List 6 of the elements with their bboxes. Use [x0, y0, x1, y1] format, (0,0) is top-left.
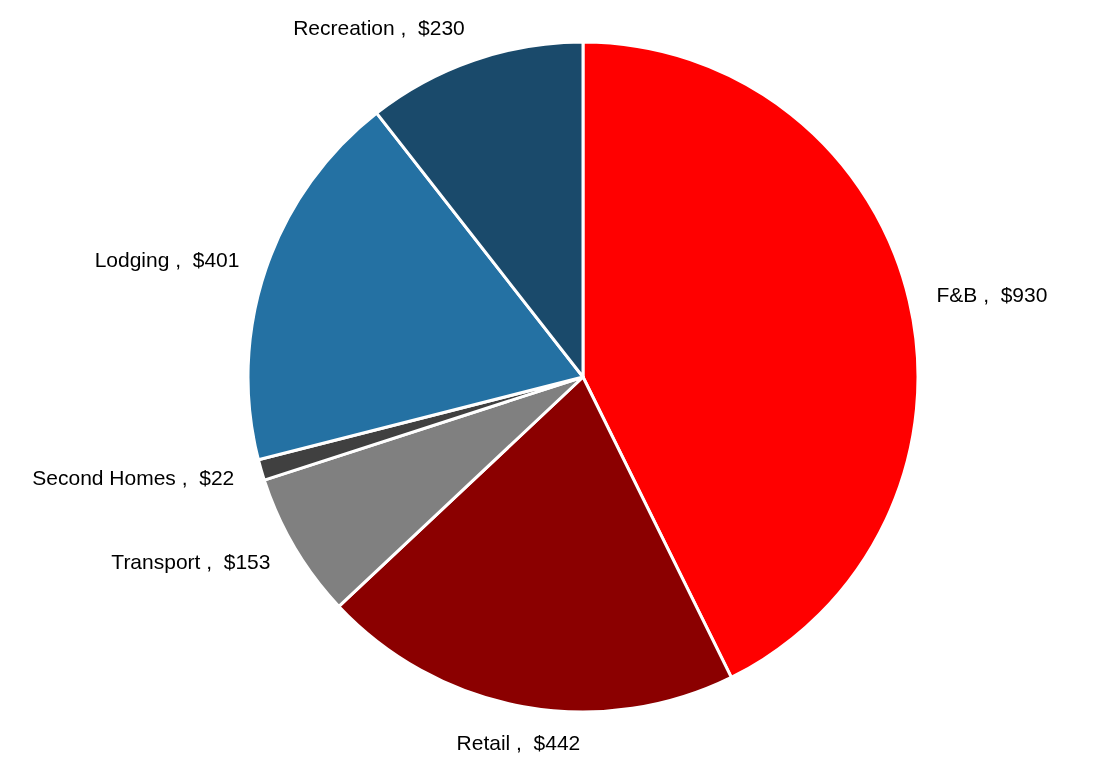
slice-label: Recreation , $230 — [293, 15, 465, 39]
slice-label: Transport , $153 — [111, 550, 271, 574]
slice-label: Lodging , $401 — [94, 248, 240, 272]
slice-label: F&B , $930 — [936, 282, 1048, 306]
slice-label: Second Homes , $22 — [32, 466, 235, 490]
slice-label: Retail , $442 — [456, 730, 581, 754]
